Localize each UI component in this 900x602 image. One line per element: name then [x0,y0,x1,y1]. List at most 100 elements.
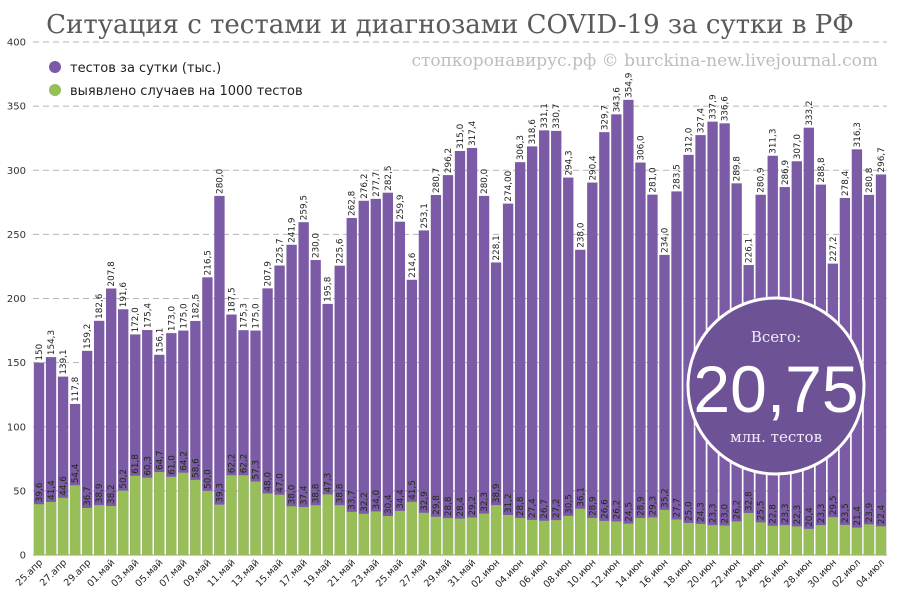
label-cases: 64,7 [155,450,165,470]
bar-tests [478,195,490,555]
label-tests: 195,8 [324,277,334,302]
bar-cases [803,528,814,555]
y-tick-label: 0 [20,551,26,562]
bar-tests [118,309,129,555]
bar-tests [382,192,394,555]
label-cases: 58,6 [191,458,201,478]
bar-cases [286,506,297,555]
bar-tests [238,330,249,555]
label-tests: 337,9 [709,94,719,119]
bar-tests [226,314,237,555]
bar-cases [719,525,730,555]
label-cases: 48,0 [264,471,274,491]
bar-tests [863,194,875,555]
label-tests: 259,5 [300,195,310,220]
bar-tests [45,357,57,555]
label-tests: 312,0 [685,127,695,153]
bar-tests [454,151,466,555]
label-cases: 64,2 [179,451,189,471]
data-labels: 150 39,6 154,3 41,4 139,1 44,6 117,8 54,4 159,2 3… [35,73,887,527]
label-cases: 23,3 [709,504,719,524]
bar-tests [106,288,117,555]
bar-tests [587,182,598,555]
y-tick-label: 350 [7,102,26,113]
bar-tests [659,254,670,555]
bar-cases [623,523,634,555]
bar-tests [623,99,634,555]
label-tests: 156,1 [155,328,165,353]
label-cases: 29,5 [829,496,839,516]
bar-cases [166,476,177,555]
bar-cases [334,505,345,555]
label-cases: 60,3 [143,456,153,476]
label-cases: 57,3 [252,460,262,480]
label-tests: 278,4 [841,170,851,196]
bar-cases [382,516,394,555]
label-cases: 29,2 [468,496,478,516]
bar-cases [767,525,778,555]
label-tests: 294,3 [564,150,574,175]
label-tests: 317,4 [468,120,478,146]
bar-cases [154,472,165,555]
label-cases: 23,3 [817,504,827,524]
bar-tests [310,260,321,555]
label-cases: 21,4 [853,506,863,526]
bar-cases [635,517,646,555]
bar-cases [442,518,454,555]
bar-tests [370,198,381,556]
label-tests: 280,0 [480,168,490,194]
label-tests: 191,6 [119,282,129,308]
bar-tests [93,320,105,555]
label-cases: 26,2 [612,500,622,520]
label-tests: 318,6 [528,119,538,145]
label-cases: 38,2 [107,484,117,504]
bar-tests [575,249,586,555]
bar-tests [647,194,658,555]
label-tests: 207,8 [107,261,117,286]
label-tests: 336,6 [721,96,731,122]
label-cases: 25,0 [685,501,695,521]
label-tests: 154,3 [47,330,57,355]
label-cases: 54,4 [71,463,81,483]
label-cases: 38,0 [288,484,298,504]
bar-cases [190,479,201,555]
bar-tests [154,354,165,555]
label-cases: 50,0 [203,469,213,489]
bar-cases [370,511,381,555]
bar-tests [334,265,345,555]
label-cases: 23,5 [841,503,851,523]
label-tests: 175,3 [239,303,249,328]
bar-cases [358,513,369,555]
legend-swatch-tests [49,61,61,73]
label-cases: 38,9 [492,484,502,504]
label-cases: 24,3 [697,502,707,522]
label-tests: 276,2 [360,174,370,199]
label-tests: 216,5 [203,250,213,275]
label-cases: 30,4 [384,494,394,514]
label-tests: 343,6 [612,87,622,113]
label-tests: 225,6 [336,238,346,264]
label-cases: 41,5 [408,480,418,500]
bar-tests [430,195,442,555]
bar-tests [514,162,526,556]
bar-tests [298,222,309,555]
label-cases: 28,8 [444,496,454,516]
bar-cases [827,517,839,555]
label-cases: 23,0 [721,504,731,524]
bar-tests [551,130,562,555]
bar-tests [635,162,646,555]
x-axis: 25.апр27.апр29.апр01.май03.май05.май07.м… [14,557,887,590]
bar-cases [671,519,682,555]
bar-cases [815,525,827,555]
label-cases: 62,2 [227,454,237,474]
bar-cases [539,520,550,555]
label-tests: 241,9 [288,218,298,243]
y-tick-label: 100 [7,422,26,433]
y-tick-label: 300 [7,166,26,177]
bar-cases [178,472,189,555]
bar-cases [791,526,802,555]
bar-tests [418,230,430,556]
label-cases: 32,9 [420,491,430,511]
bar-tests [286,244,297,555]
bar-cases [563,515,574,555]
